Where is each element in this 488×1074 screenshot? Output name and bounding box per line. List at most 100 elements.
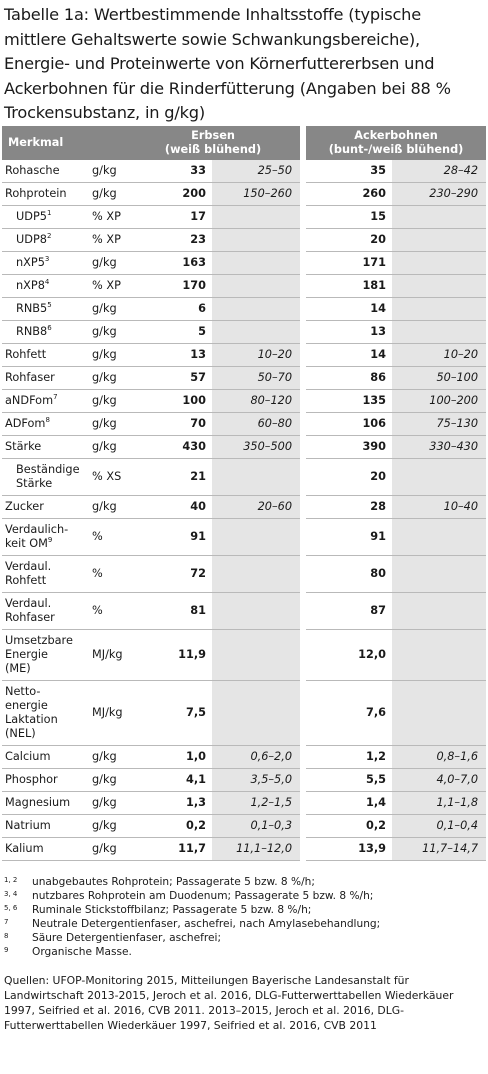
table-row: Verdaulich-keit OM9% 91 91 [2,518,487,556]
label-line: Rohasche [5,164,60,177]
title: Tabelle 1a: Wertbestimmende Inhaltsstoff… [0,0,488,126]
value-cell: 40 [126,495,213,519]
row-label: nXP84 [2,274,90,298]
value-cell: 163 [126,251,213,275]
value-cell: 1,3 [126,791,213,815]
unit-cell: % [90,555,127,593]
cell-text: 86 [370,371,387,384]
footnote-marker: 5, 6 [4,904,18,912]
footnote-marker: 1, 2 [4,876,18,884]
header-cell: Ackerbohnen (bunt-/weiß blühend) [306,126,487,160]
cell-text: 80 [370,567,387,580]
label-line: (NEL) [5,727,36,740]
range-cell [392,297,487,321]
table-row: RNB55 g/kg 6 14 [2,297,487,321]
footnote-ref: 1 [46,209,52,218]
value-cell: 12,0 [306,629,393,681]
range-cell [392,518,487,556]
row-label: Natrium [2,814,90,838]
footnote-ref: 7 [53,393,58,402]
cell-text: 230–290 [429,187,479,200]
unit-cell: MJ/kg [90,629,127,681]
range-cell: 20–60 [212,495,301,519]
table-row: Rohfett g/kg 13 10–20 14 10–20 [2,343,487,367]
header-text: (weiß blühend) [164,143,262,156]
cell-text: 87 [370,604,387,617]
cell-text: MJ/kg [92,706,123,719]
label-line: energie [5,699,48,712]
range-cell: 3,5–5,0 [212,768,301,792]
cell-text: 12,0 [358,648,387,661]
label-line: Rohfaser [5,611,55,624]
value-cell: 260 [306,182,393,206]
cell-text: 100 [182,394,207,407]
unit-cell: % XP [90,274,127,298]
cell-text: g/kg [92,348,117,361]
unit-cell: % [90,518,127,556]
label-line: Zucker [5,500,44,513]
range-cell [392,228,487,252]
cell-text: g/kg [92,325,117,338]
value-cell: 430 [126,435,213,459]
row-label: Verdaul. Rohfett [2,555,90,593]
value-cell: 57 [126,366,213,390]
cell-text: g/kg [92,256,117,269]
cell-text: g/kg [92,394,117,407]
unit-cell: g/kg [90,343,127,367]
label-line: UDP5 [16,210,47,223]
value-cell: 35 [306,160,393,183]
cell-text: 430 [182,440,207,453]
cell-text: 17 [190,210,207,223]
range-cell: 0,1–0,4 [392,814,487,838]
cell-text: 5 [198,325,207,338]
value-cell: 14 [306,343,393,367]
range-cell: 50–100 [392,366,487,390]
range-cell [212,555,301,593]
unit-cell: g/kg [90,791,127,815]
value-cell: 87 [306,592,393,630]
range-cell [212,592,301,630]
label-line: aNDFom [5,394,54,407]
cell-text: 260 [362,187,387,200]
unit-cell: g/kg [90,182,127,206]
range-cell [212,251,301,275]
value-cell: 14 [306,297,393,321]
value-cell: 7,5 [126,680,213,746]
source-text: Quellen: UFOP-Monitoring 2015, Mitteilun… [4,974,454,1032]
unit-cell: g/kg [90,837,127,861]
value-cell: 0,2 [306,814,393,838]
cell-text: 33 [190,164,207,177]
table-body: Rohasche g/kg 33 25–50 35 28–42 Rohprotein g/kg… [2,160,487,861]
table-row: nXP53 g/kg 163 171 [2,251,487,275]
range-cell [392,629,487,681]
cell-text: 4,1 [186,773,207,786]
value-cell: 181 [306,274,393,298]
footnote-marker: 8 [4,932,9,940]
range-cell [212,680,301,746]
footnote: 8 Säure Detergentienfaser, aschefrei; [4,931,488,945]
cell-text: g/kg [92,842,117,855]
range-cell [392,274,487,298]
cell-text: 0,2 [366,819,387,832]
row-label: Rohfaser [2,366,90,390]
cell-text: 4,0–7,0 [436,773,479,786]
cell-text: 28 [370,500,387,513]
cell-text: 75–130 [436,417,479,430]
value-cell: 11,9 [126,629,213,681]
cell-text: 91 [190,530,207,543]
cell-text: 13 [370,325,387,338]
cell-text: 91 [370,530,387,543]
cell-text: 50–100 [436,371,479,384]
title-line: Trockensubstanz, in g/kg) [4,103,205,122]
cell-text: 25–50 [257,164,293,177]
value-cell: 106 [306,412,393,436]
label-line: Rohfett [5,574,47,587]
cell-text: 13 [190,348,207,361]
table-row: nXP84% XP 170 181 [2,274,487,298]
value-cell: 100 [126,389,213,413]
cell-text: 10–20 [257,348,293,361]
row-label: Rohasche [2,160,90,183]
footnote-ref: 3 [44,255,50,264]
range-cell: 80–120 [212,389,301,413]
table-row: Beständige Stärke% XS 21 20 [2,458,487,496]
